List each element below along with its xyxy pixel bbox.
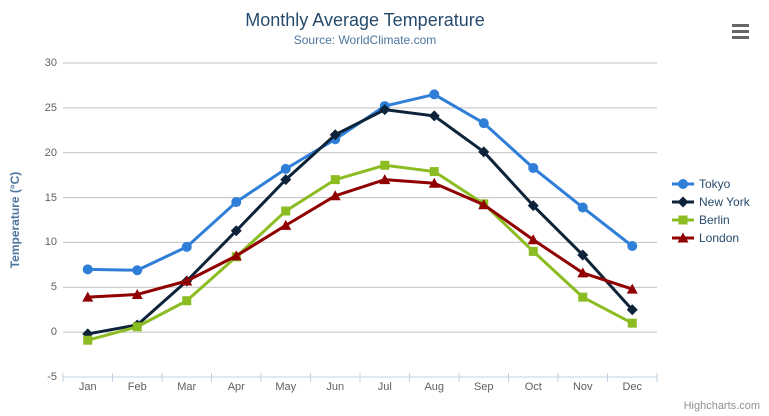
data-point-london-dec[interactable] — [626, 283, 638, 294]
diamond-icon — [672, 196, 694, 208]
data-point-london-jan[interactable] — [82, 291, 94, 302]
chart-title: Monthly Average Temperature — [245, 10, 485, 30]
chart-subtitle: Source: WorldClimate.com — [293, 33, 437, 47]
hamburger-menu-icon — [732, 30, 749, 33]
series-london[interactable] — [82, 174, 638, 302]
data-point-berlin-nov[interactable] — [578, 292, 588, 302]
series-new-york[interactable] — [82, 104, 638, 340]
x-tick-label: Sep — [473, 381, 494, 393]
x-tick-label: Mar — [177, 381, 197, 393]
data-point-berlin-may[interactable] — [281, 206, 291, 216]
x-tick-label: Dec — [622, 381, 643, 393]
data-point-new-york-dec[interactable] — [626, 304, 638, 316]
y-tick-label: 25 — [44, 101, 57, 114]
x-tick-label: Jun — [326, 381, 345, 393]
hamburger-menu-icon — [732, 36, 749, 39]
data-point-tokyo-may[interactable] — [280, 163, 291, 174]
series-berlin[interactable] — [83, 160, 637, 345]
y-tick-label: 0 — [50, 326, 57, 339]
y-tick-label: 10 — [44, 236, 57, 249]
data-point-london-feb[interactable] — [131, 288, 143, 299]
credits-link[interactable]: Highcharts.com — [683, 400, 760, 412]
data-point-london-apr[interactable] — [230, 250, 242, 261]
series-tokyo[interactable] — [82, 89, 638, 276]
legend-item-london[interactable]: London — [672, 231, 750, 245]
data-point-tokyo-sep[interactable] — [478, 118, 489, 129]
x-tick-label: May — [275, 381, 297, 393]
hamburger-menu-icon — [732, 24, 749, 27]
data-point-london-jun[interactable] — [329, 190, 341, 201]
data-point-tokyo-dec[interactable] — [627, 241, 638, 252]
circle-icon — [672, 179, 694, 189]
data-point-tokyo-oct[interactable] — [528, 162, 539, 173]
triangle-icon — [672, 232, 694, 243]
data-point-tokyo-apr[interactable] — [231, 197, 242, 208]
y-tick-label: 15 — [44, 191, 57, 204]
data-point-tokyo-aug[interactable] — [429, 89, 440, 100]
square-icon — [672, 215, 694, 225]
y-tick-label: -5 — [47, 371, 57, 383]
data-point-tokyo-jan[interactable] — [82, 264, 93, 275]
data-point-tokyo-feb[interactable] — [132, 265, 143, 276]
data-point-new-york-aug[interactable] — [428, 110, 440, 122]
data-point-new-york-sep[interactable] — [478, 146, 490, 158]
data-point-new-york-jun[interactable] — [329, 129, 341, 141]
x-tick-label: Jan — [78, 381, 97, 393]
data-point-tokyo-nov[interactable] — [577, 202, 588, 213]
data-point-tokyo-mar[interactable] — [181, 241, 192, 252]
data-point-berlin-jul[interactable] — [380, 160, 390, 170]
data-point-new-york-oct[interactable] — [527, 200, 539, 212]
data-point-london-aug[interactable] — [428, 177, 440, 188]
legend-item-new-york[interactable]: New York — [672, 195, 750, 209]
data-point-new-york-nov[interactable] — [577, 249, 589, 261]
legend-label: New York — [699, 195, 750, 209]
data-point-berlin-jun[interactable] — [330, 175, 340, 185]
legend-item-berlin[interactable]: Berlin — [672, 213, 750, 227]
x-tick-label: Oct — [524, 381, 542, 393]
data-point-new-york-jul[interactable] — [379, 104, 391, 116]
legend-item-tokyo[interactable]: Tokyo — [672, 177, 750, 191]
x-tick-label: Nov — [572, 381, 593, 393]
data-point-london-nov[interactable] — [577, 267, 589, 278]
data-point-berlin-oct[interactable] — [528, 246, 538, 256]
data-point-new-york-apr[interactable] — [230, 225, 242, 237]
data-point-berlin-aug[interactable] — [429, 167, 439, 177]
data-point-london-may[interactable] — [280, 219, 292, 230]
data-point-london-jul[interactable] — [379, 174, 391, 185]
data-point-london-oct[interactable] — [527, 234, 539, 245]
legend: Tokyo New York Berlin London — [672, 177, 750, 245]
data-point-new-york-may[interactable] — [280, 174, 292, 186]
legend-label: Berlin — [699, 213, 730, 227]
data-point-berlin-jan[interactable] — [83, 335, 93, 345]
x-tick-label: Aug — [424, 381, 445, 393]
legend-label: London — [699, 231, 740, 245]
data-point-berlin-feb[interactable] — [132, 322, 142, 332]
legend-label: Tokyo — [699, 177, 731, 191]
data-point-london-sep[interactable] — [478, 199, 490, 210]
data-point-berlin-mar[interactable] — [182, 296, 192, 306]
y-tick-label: 30 — [44, 57, 57, 69]
x-tick-label: Apr — [227, 381, 245, 393]
data-point-london-mar[interactable] — [181, 275, 193, 286]
data-point-berlin-dec[interactable] — [627, 318, 637, 328]
x-tick-label: Feb — [127, 381, 147, 393]
y-tick-label: 20 — [44, 146, 57, 159]
x-tick-label: Jul — [377, 381, 392, 393]
y-tick-label: 5 — [50, 281, 57, 294]
export-menu-button[interactable] — [732, 24, 749, 39]
